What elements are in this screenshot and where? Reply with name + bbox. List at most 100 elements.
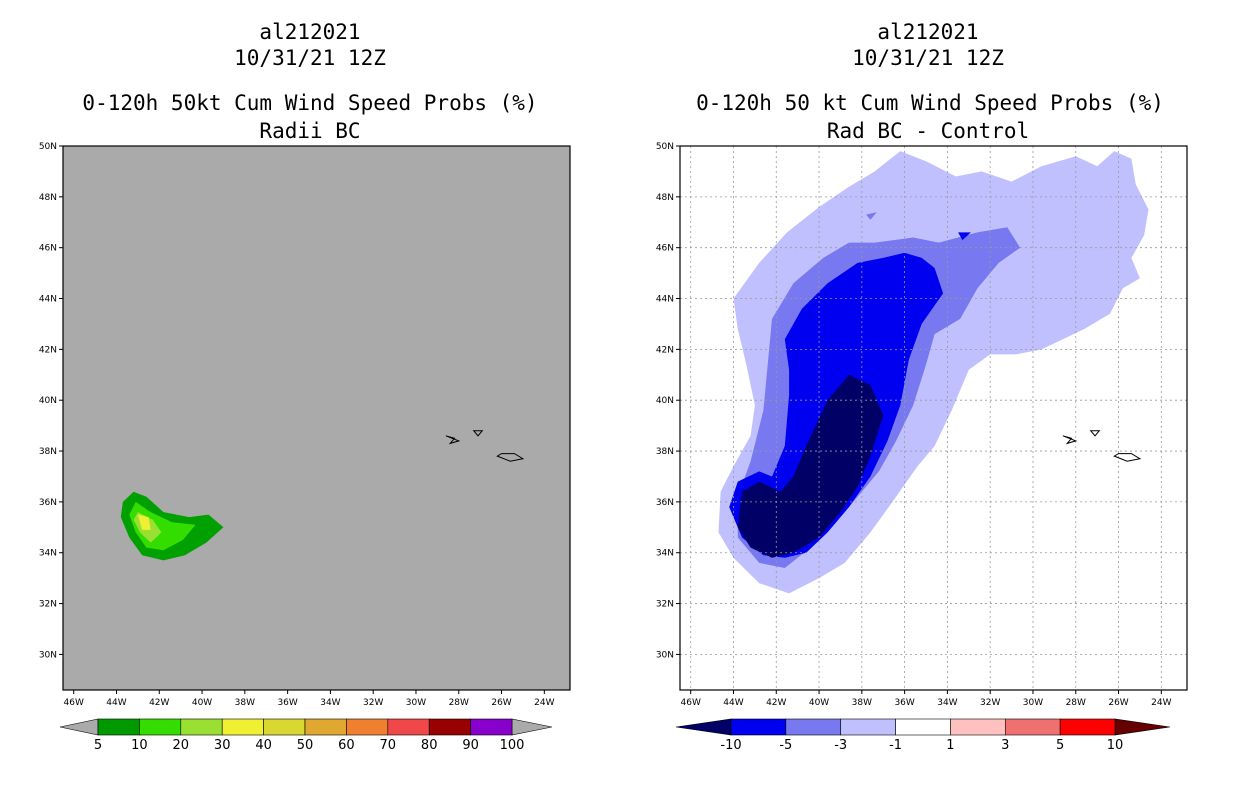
colorbar-label: 100	[500, 738, 525, 753]
colorbar-label: 60	[338, 738, 355, 753]
lat-tick-label: 46N	[39, 244, 57, 254]
right-chart-subtitle: Rad BC - Control	[826, 119, 1030, 143]
map-frame	[62, 145, 571, 691]
colorbar-label: -10	[720, 738, 741, 753]
colorbar-swatch	[387, 718, 430, 736]
island-outline	[472, 430, 484, 437]
colorbar-swatch	[180, 718, 223, 736]
colorbar-swatch	[730, 718, 787, 736]
lat-tick-label: 30N	[656, 650, 674, 660]
colorbar-swatch	[221, 718, 264, 736]
lon-tick-label: 30W	[1023, 698, 1043, 708]
contour-level-10	[129, 501, 196, 551]
lat-tick-label: 48N	[39, 193, 57, 203]
colorbar-swatch	[840, 718, 896, 736]
island-outline	[496, 453, 525, 462]
colorbar-label: 10	[131, 738, 148, 753]
lon-tick-label: 42W	[149, 698, 169, 708]
colorbar-label: -3	[834, 738, 847, 753]
left-valid-time: 10/31/21 12Z	[234, 46, 386, 70]
colorbar-swatch	[304, 718, 347, 736]
colorbar-high-end	[1114, 718, 1171, 736]
lon-tick-label: 42W	[766, 698, 786, 708]
island-outline	[445, 435, 461, 445]
lat-tick-label: 32N	[39, 600, 57, 610]
lon-tick-label: 36W	[894, 698, 914, 708]
map-panel-2: 30N 32N 34N 36N 38N 40N 42N 44N 46N 48N 50N 46W 44W 4…	[656, 142, 1188, 708]
lon-tick-label: 44W	[723, 698, 743, 708]
lat-tick-label: 32N	[656, 600, 674, 610]
left-storm-id: al212021	[259, 20, 361, 44]
lat-tick-label: 30N	[39, 650, 57, 660]
colorbar-label: 5	[1056, 738, 1064, 753]
colorbar-swatch	[470, 718, 513, 736]
colorbar-swatch	[1004, 718, 1061, 736]
colorbar-swatch	[785, 718, 842, 736]
map-frame	[679, 145, 1188, 691]
lon-tick-label: 26W	[491, 698, 511, 708]
colorbar-swatch	[428, 718, 471, 736]
colorbar-label: 50	[297, 738, 314, 753]
lat-tick-label: 50N	[656, 142, 674, 152]
lat-tick-label: 38N	[39, 447, 57, 457]
lat-tick-label: 42N	[39, 345, 57, 355]
colorbar-label: 30	[214, 738, 231, 753]
lon-tick-label: 26W	[1108, 698, 1128, 708]
colorbar-label: 20	[173, 738, 190, 753]
lon-tick-label: 38W	[852, 698, 872, 708]
lon-tick-label: 32W	[980, 698, 1000, 708]
lon-tick-label: 30W	[406, 698, 426, 708]
lon-tick-label: 36W	[277, 698, 297, 708]
island-outline	[1089, 430, 1101, 437]
colorbar-label: 90	[462, 738, 479, 753]
colorbar-swatch	[97, 718, 140, 736]
lon-tick-label: 28W	[449, 698, 469, 708]
lon-tick-label: 24W	[1151, 698, 1171, 708]
lat-tick-label: 44N	[656, 295, 674, 305]
right-storm-id: al212021	[877, 20, 979, 44]
lon-tick-label: 34W	[320, 698, 340, 708]
map-panel-1: 30N 32N 34N 36N 38N 40N 42N 44N 46N 48N 50N 46W 44W 4…	[39, 142, 571, 708]
colorbar-swatch	[346, 718, 389, 736]
colorbar-label: 80	[421, 738, 438, 753]
lat-tick-label: 34N	[39, 549, 57, 559]
colorbar-low-end	[59, 718, 99, 736]
colorbar-label: 40	[255, 738, 272, 753]
contour-level-neg5	[958, 232, 971, 241]
colorbar-2: -10 -5 -3 -1 1 3 5 10	[675, 718, 1171, 753]
colorbar-label: 3	[1001, 738, 1009, 753]
lon-tick-label: 34W	[937, 698, 957, 708]
lon-tick-label: 40W	[809, 698, 829, 708]
colorbar-swatch	[263, 718, 306, 736]
lat-tick-label: 40N	[656, 396, 674, 406]
contour-level-neg3	[866, 212, 877, 220]
right-chart-title: 0-120h 50 kt Cum Wind Speed Probs (%)	[696, 91, 1164, 115]
colorbar-swatch	[950, 718, 1006, 736]
island-outline	[1113, 453, 1142, 462]
colorbar-label: 5	[94, 738, 102, 753]
lat-tick-label: 36N	[39, 498, 57, 508]
colorbar-swatch	[895, 718, 951, 736]
lat-tick-label: 44N	[39, 295, 57, 305]
contour-level-neg10	[737, 374, 884, 558]
colorbar-label: 1	[946, 738, 954, 753]
lon-tick-label: 24W	[534, 698, 554, 708]
lat-tick-label: 48N	[656, 193, 674, 203]
left-chart-title: 0-120h 50kt Cum Wind Speed Probs (%)	[82, 91, 538, 115]
lat-tick-label: 38N	[656, 447, 674, 457]
lon-tick-label: 46W	[681, 698, 701, 708]
map-background	[63, 146, 570, 690]
colorbar-swatch	[139, 718, 182, 736]
left-chart-subtitle: Radii BC	[259, 119, 361, 143]
colorbar-low-end	[675, 718, 732, 736]
colorbar-high-end	[511, 718, 553, 736]
lat-tick-label: 40N	[39, 396, 57, 406]
colorbar-1: 5 10 20 30 40 50 60 70 80 90 100	[59, 718, 553, 753]
lon-tick-label: 28W	[1066, 698, 1086, 708]
island-outline	[1062, 435, 1078, 445]
colorbar-label: -1	[889, 738, 902, 753]
lat-tick-label: 50N	[39, 142, 57, 152]
lat-tick-label: 34N	[656, 549, 674, 559]
colorbar-label: -5	[779, 738, 792, 753]
